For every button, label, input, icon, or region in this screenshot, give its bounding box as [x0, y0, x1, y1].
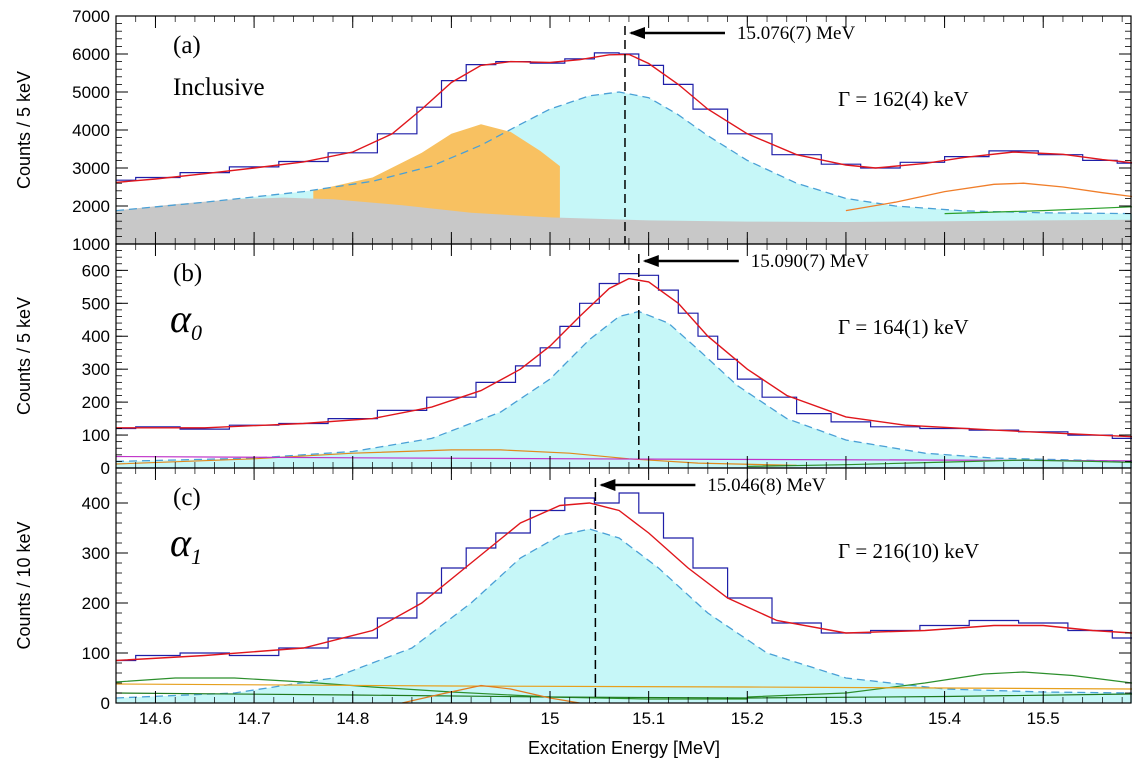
- y-tick-label-a: 1000: [72, 235, 110, 254]
- channel-label-b: α0: [170, 296, 202, 345]
- x-tick-label: 14.6: [139, 709, 172, 728]
- main-peak-fill-b: [116, 311, 1132, 468]
- x-tick-label: 15.5: [1027, 709, 1060, 728]
- y-tick-label-b: 500: [82, 294, 110, 313]
- channel-label-c: α1: [170, 520, 202, 569]
- arrow-head-c: [599, 479, 616, 491]
- y-tick-label-b: 200: [82, 393, 110, 412]
- data-histogram-c: [116, 492, 1132, 662]
- x-tick-label: 14.7: [238, 709, 271, 728]
- y-tick-label-c: 400: [82, 494, 110, 513]
- panel-c: 15.046(8) MeV Γ = 216(10) keV (c) α1 0 100 200…: [14, 467, 1132, 713]
- y-tick-label-a: 6000: [72, 45, 110, 64]
- y-tick-label-c: 200: [82, 594, 110, 613]
- panel-label-a: (a): [173, 32, 201, 59]
- y-axis-title-b: Counts / 5 keV: [14, 297, 34, 415]
- main-peak-fill-c: [116, 529, 1132, 703]
- y-tick-label-c: 100: [82, 644, 110, 663]
- width-label-c: Γ = 216(10) keV: [838, 539, 979, 563]
- fit-total-line-c: [116, 502, 1132, 662]
- green-peak1-line-c: [116, 677, 748, 700]
- x-tick-label: 15: [541, 709, 560, 728]
- orange-peak-line-c: [401, 684, 580, 703]
- x-tick-label: 15.1: [632, 709, 665, 728]
- x-tick-label: 15.4: [928, 709, 961, 728]
- y-tick-label-a: 2000: [72, 197, 110, 216]
- y-axis-title-a: Counts / 5 keV: [14, 71, 34, 189]
- y-tick-label-b: 0: [101, 459, 110, 478]
- arrow-head-a: [628, 27, 645, 39]
- y-tick-label-a: 3000: [72, 159, 110, 178]
- orange-line-c: [116, 683, 1132, 690]
- y-tick-label-b: 400: [82, 327, 110, 346]
- y-tick-label-a: 7000: [72, 7, 110, 26]
- channel-subscript-b: 0: [191, 320, 202, 345]
- channel-subscript-c: 1: [191, 544, 202, 569]
- green-tail-line-b: [747, 459, 1132, 467]
- main-peak-line-a: [116, 91, 1132, 215]
- y-tick-label-c: 300: [82, 544, 110, 563]
- channel-label-a: Inclusive: [173, 74, 265, 101]
- panel-a: 15.076(7) MeV Γ = 162(4) keV (a) Inclusive 1…: [14, 7, 1132, 254]
- main-peak-line-c: [116, 528, 1132, 699]
- arrow-head-b: [642, 255, 659, 267]
- x-tick-label: 14.8: [336, 709, 369, 728]
- panel-b-plot-area: [116, 273, 1132, 468]
- x-tick-label: 14.9: [435, 709, 468, 728]
- peak-annotation-b: 15.090(7) MeV: [751, 251, 869, 272]
- high-peak-line-a: [845, 182, 1132, 212]
- y-tick-label-b: 600: [82, 261, 110, 280]
- y-axis-title-c: Counts / 10 keV: [14, 521, 34, 649]
- background-fill-a: [116, 197, 1132, 244]
- panel-frame-c: [115, 467, 1132, 704]
- y-tick-label-a: 5000: [72, 83, 110, 102]
- peak-annotation-a: 15.076(7) MeV: [737, 23, 855, 44]
- width-label-a: Γ = 162(4) keV: [838, 87, 969, 111]
- peak-annotation-c: 15.046(8) MeV: [707, 475, 825, 496]
- panel-a-plot-area: [116, 52, 1132, 244]
- y-tick-label-c: 0: [101, 694, 110, 713]
- x-axis: 14.6 14.7 14.8 14.9 15 15.1 15.2 15.3 15.4 15.5: [139, 709, 1060, 728]
- y-tick-label-b: 300: [82, 360, 110, 379]
- panel-label-b: (b): [173, 260, 202, 287]
- fit-total-line-b: [116, 277, 1132, 438]
- x-axis-title: Excitation Energy [MeV]: [528, 738, 720, 758]
- panel-c-plot-area: [116, 492, 1132, 703]
- fit-total-line-a: [116, 53, 1132, 184]
- width-label-b: Γ = 164(1) keV: [838, 315, 969, 339]
- panel-label-c: (c): [173, 484, 201, 511]
- y-tick-label-b: 100: [82, 426, 110, 445]
- x-tick-label: 15.2: [731, 709, 764, 728]
- green-rise-line-a: [944, 206, 1132, 215]
- x-tick-label: 15.3: [829, 709, 862, 728]
- y-tick-label-a: 4000: [72, 121, 110, 140]
